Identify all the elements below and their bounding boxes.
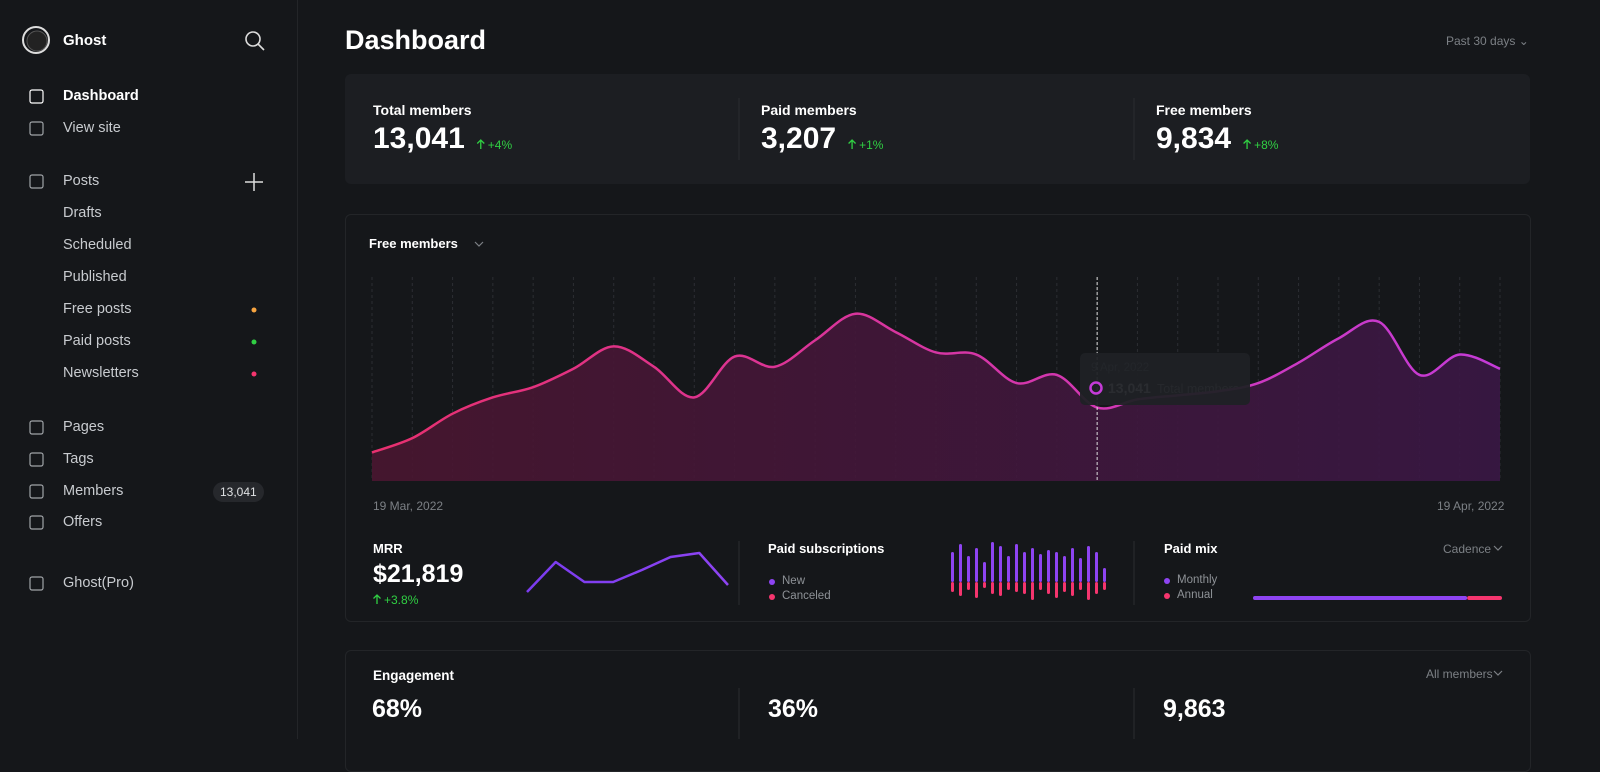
tooltip-value: 13,041 xyxy=(1108,380,1151,396)
stat-label: Total members xyxy=(373,102,472,118)
tooltip-date: 9 Apr, 2022 xyxy=(1091,362,1150,374)
stats-card xyxy=(345,74,1530,184)
start-date: 19 Mar, 2022 xyxy=(373,499,444,513)
chart-card xyxy=(345,214,1531,622)
stat-change: +4% xyxy=(487,138,513,152)
stat-label: Paid members xyxy=(761,102,857,118)
chart-title[interactable]: Free members xyxy=(369,236,458,251)
stat-value: 3,207 xyxy=(761,122,837,155)
legend-label: Monthly xyxy=(1177,574,1218,586)
engagement-card xyxy=(345,650,1531,772)
nav-item[interactable]: Published xyxy=(63,269,127,285)
tooltip-label: Total members xyxy=(1157,382,1239,396)
nav-item[interactable]: View site xyxy=(63,120,121,136)
mrr-label: MRR xyxy=(373,541,403,556)
engagement-value: 68% xyxy=(372,695,423,723)
mrr-value: $21,819 xyxy=(373,560,464,588)
stat-change: +1% xyxy=(859,138,884,152)
sidebar: Ghost Dashboard View site Posts Drafts Sched… xyxy=(0,0,298,739)
nav-item[interactable]: Offers xyxy=(63,514,103,530)
engagement-value: 9,863 xyxy=(1163,695,1226,723)
members-badge: 13,041 xyxy=(213,482,264,502)
stat-change: +8% xyxy=(1254,138,1279,152)
stat-value: 13,041 xyxy=(373,122,465,155)
search-icon[interactable] xyxy=(244,30,266,52)
nav-item[interactable]: Paid posts xyxy=(63,333,131,349)
range-select[interactable]: Past 30 days ⌄ xyxy=(1446,34,1529,48)
nav-item[interactable]: Pages xyxy=(63,419,105,435)
nav-item[interactable]: Drafts xyxy=(63,205,102,221)
subs-label: Paid subscriptions xyxy=(768,541,885,556)
brand-logo xyxy=(22,26,50,54)
stat-value: 9,834 xyxy=(1156,122,1232,155)
page-title: Dashboard xyxy=(345,25,487,55)
range-label: Past 30 days xyxy=(1446,34,1516,48)
nav-item[interactable]: Ghost(Pro) xyxy=(63,575,134,591)
nav-item[interactable]: Dashboard xyxy=(63,88,139,104)
nav-item[interactable]: Tags xyxy=(63,451,94,467)
end-date: 19 Apr, 2022 xyxy=(1437,499,1505,513)
engagement-title: Engagement xyxy=(373,668,455,683)
new-post-icon[interactable] xyxy=(244,172,264,192)
cadence-select[interactable]: Cadence xyxy=(1443,542,1492,556)
brand-name: Ghost xyxy=(63,32,107,49)
engagement-value: 36% xyxy=(768,695,819,723)
legend-label: New xyxy=(782,575,806,587)
mix-label: Paid mix xyxy=(1164,541,1218,556)
stat-label: Free members xyxy=(1156,102,1252,118)
nav-item[interactable]: Members xyxy=(63,483,124,499)
page: Ghost Dashboard View site Posts Drafts Sched… xyxy=(0,0,1531,772)
nav-item[interactable]: Free posts xyxy=(63,301,132,317)
legend-label: Annual xyxy=(1177,589,1213,601)
nav-item[interactable]: Posts xyxy=(63,173,100,189)
mrr-change: +3.8% xyxy=(384,593,419,607)
nav-item[interactable]: Newsletters xyxy=(63,365,139,381)
engagement-filter[interactable]: All members xyxy=(1426,667,1493,681)
nav-item[interactable]: Scheduled xyxy=(63,237,132,253)
legend-label: Canceled xyxy=(782,590,831,602)
